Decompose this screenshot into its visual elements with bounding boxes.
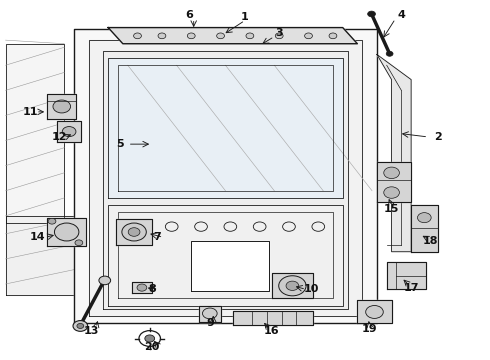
Circle shape [134, 33, 142, 39]
Text: 1: 1 [241, 12, 249, 22]
Text: 16: 16 [264, 325, 280, 336]
Text: 17: 17 [403, 283, 419, 293]
Polygon shape [103, 51, 347, 309]
Text: 7: 7 [153, 232, 161, 242]
Circle shape [77, 323, 84, 328]
Circle shape [217, 33, 224, 39]
Circle shape [386, 51, 393, 56]
Text: 9: 9 [207, 319, 215, 328]
Circle shape [128, 228, 140, 236]
Circle shape [122, 223, 147, 241]
Polygon shape [357, 300, 392, 323]
Circle shape [384, 167, 399, 179]
Polygon shape [411, 205, 438, 252]
Circle shape [329, 33, 337, 39]
Text: 4: 4 [397, 10, 405, 20]
Polygon shape [108, 28, 357, 44]
Circle shape [48, 219, 56, 224]
Circle shape [62, 127, 76, 136]
Text: 13: 13 [83, 325, 99, 336]
Polygon shape [132, 282, 152, 293]
Circle shape [366, 306, 383, 319]
Circle shape [145, 335, 155, 342]
Circle shape [137, 284, 147, 291]
Polygon shape [377, 162, 411, 202]
Circle shape [202, 308, 217, 319]
Polygon shape [191, 241, 270, 291]
Circle shape [246, 33, 254, 39]
Circle shape [279, 276, 306, 296]
Polygon shape [5, 44, 64, 223]
Text: 2: 2 [434, 132, 442, 142]
Polygon shape [198, 306, 220, 321]
Polygon shape [272, 273, 314, 298]
Circle shape [286, 281, 299, 291]
Polygon shape [57, 121, 81, 142]
Circle shape [54, 223, 79, 241]
Text: 5: 5 [117, 139, 124, 149]
Text: 12: 12 [51, 132, 67, 142]
Text: 6: 6 [185, 10, 193, 20]
Text: 19: 19 [362, 324, 377, 334]
Circle shape [187, 33, 195, 39]
Text: 15: 15 [384, 204, 399, 214]
Polygon shape [5, 216, 74, 295]
Circle shape [53, 100, 71, 113]
Circle shape [384, 187, 399, 198]
Circle shape [158, 33, 166, 39]
Polygon shape [116, 220, 152, 244]
Text: 3: 3 [275, 28, 283, 38]
Polygon shape [89, 40, 362, 316]
Polygon shape [387, 262, 426, 289]
Text: 8: 8 [148, 284, 156, 294]
Circle shape [75, 240, 83, 246]
Text: 20: 20 [145, 342, 160, 352]
Text: 18: 18 [423, 236, 439, 246]
Polygon shape [47, 94, 76, 119]
Polygon shape [377, 54, 411, 252]
Text: 14: 14 [29, 232, 45, 242]
Polygon shape [47, 218, 86, 246]
Text: 11: 11 [22, 107, 38, 117]
Circle shape [99, 276, 111, 285]
Polygon shape [233, 311, 314, 325]
Text: 10: 10 [303, 284, 318, 294]
Polygon shape [74, 30, 377, 323]
Circle shape [368, 11, 375, 17]
Circle shape [275, 33, 283, 39]
Circle shape [73, 320, 88, 331]
Circle shape [305, 33, 313, 39]
Polygon shape [108, 205, 343, 306]
Circle shape [417, 213, 431, 223]
Polygon shape [108, 58, 343, 198]
